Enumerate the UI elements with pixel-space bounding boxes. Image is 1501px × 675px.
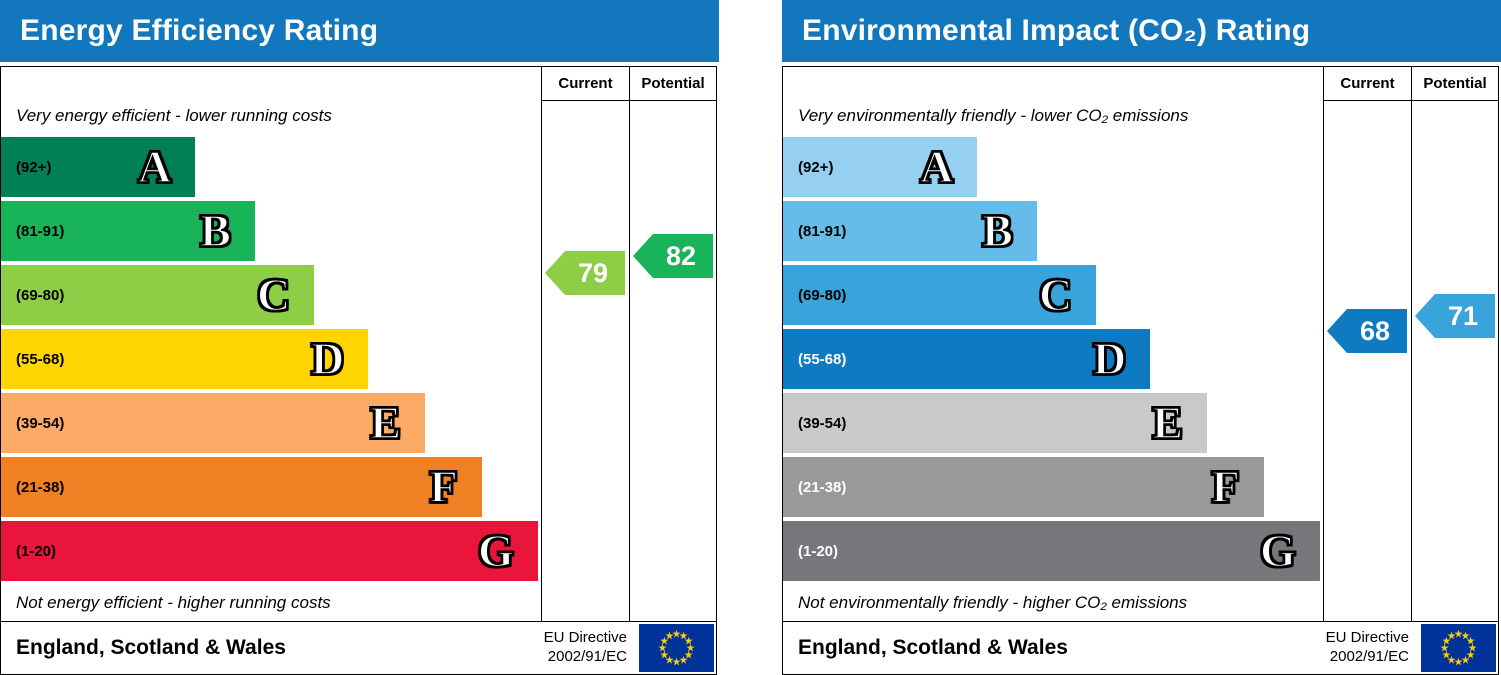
potential-rating-arrow: 71 bbox=[1415, 294, 1495, 338]
band-letter: G bbox=[477, 524, 514, 577]
band-bar-f: (21-38) F bbox=[783, 457, 1264, 517]
band-row-c: (69-80) C bbox=[783, 265, 1323, 329]
band-bar-e: (39-54) E bbox=[1, 393, 425, 453]
eu-flag-icon bbox=[639, 624, 714, 672]
rating-bands: (92+) A (81-91) B (69-80) C bbox=[1, 137, 541, 585]
band-row-c: (69-80) C bbox=[1, 265, 541, 329]
band-range-label: (39-54) bbox=[798, 414, 847, 432]
band-letter: E bbox=[369, 396, 401, 449]
band-letter: A bbox=[919, 140, 954, 193]
eu-directive-label: EU Directive 2002/91/EC bbox=[544, 629, 627, 667]
energy-efficiency-chart: Energy Efficiency Rating Current Potenti… bbox=[0, 0, 719, 675]
band-bar-b: (81-91) B bbox=[783, 201, 1037, 261]
band-row-a: (92+) A bbox=[1, 137, 541, 201]
band-range-label: (81-91) bbox=[16, 222, 65, 240]
band-range-label: (21-38) bbox=[798, 478, 847, 496]
region-label: England, Scotland & Wales bbox=[16, 636, 286, 659]
band-row-d: (55-68) D bbox=[783, 329, 1323, 393]
band-row-e: (39-54) E bbox=[1, 393, 541, 457]
band-range-label: (1-20) bbox=[798, 542, 839, 560]
eu-flag-icon bbox=[1421, 624, 1496, 672]
energy-efficiency-table: Current Potential Very energy efficient … bbox=[0, 66, 717, 622]
top-caption: Very energy efficient - lower running co… bbox=[16, 106, 332, 125]
band-row-e: (39-54) E bbox=[783, 393, 1323, 457]
band-bar-f: (21-38) F bbox=[1, 457, 482, 517]
chart-footer: England, Scotland & Wales EU Directive 2… bbox=[782, 621, 1499, 675]
band-bar-d: (55-68) D bbox=[783, 329, 1151, 389]
potential-rating-value: 82 bbox=[665, 240, 697, 271]
band-range-label: (39-54) bbox=[16, 414, 65, 432]
band-row-g: (1-20) G bbox=[1, 521, 541, 585]
band-range-label: (69-80) bbox=[798, 286, 847, 304]
band-letter: B bbox=[981, 204, 1013, 257]
band-bar-a: (92+) A bbox=[783, 137, 978, 197]
eu-directive-line2: 2002/91/EC bbox=[1329, 648, 1409, 665]
band-range-label: (1-20) bbox=[16, 542, 57, 560]
band-letter: F bbox=[429, 460, 459, 513]
top-caption: Very environmentally friendly - lower CO… bbox=[798, 106, 1189, 125]
eu-directive-label: EU Directive 2002/91/EC bbox=[1326, 629, 1409, 667]
potential-column-header: Potential bbox=[630, 67, 716, 101]
band-bar-c: (69-80) C bbox=[783, 265, 1097, 325]
band-bar-e: (39-54) E bbox=[783, 393, 1207, 453]
band-letter: D bbox=[310, 332, 345, 385]
band-letter: E bbox=[1151, 396, 1183, 449]
column-divider bbox=[1411, 67, 1412, 621]
current-column-header: Current bbox=[542, 67, 629, 101]
band-row-b: (81-91) B bbox=[783, 201, 1323, 265]
band-letter: G bbox=[1259, 524, 1296, 577]
band-range-label: (92+) bbox=[16, 158, 52, 176]
band-row-b: (81-91) B bbox=[1, 201, 541, 265]
band-range-label: (92+) bbox=[798, 158, 834, 176]
environmental-impact-title: Environmental Impact (CO₂) Rating bbox=[782, 0, 1501, 62]
potential-rating-arrow: 82 bbox=[633, 234, 713, 278]
bottom-caption: Not energy efficient - higher running co… bbox=[16, 593, 331, 612]
band-letter: A bbox=[137, 140, 172, 193]
band-letter: F bbox=[1211, 460, 1241, 513]
potential-column-header: Potential bbox=[1412, 67, 1498, 101]
column-divider bbox=[629, 67, 630, 621]
chart-footer: England, Scotland & Wales EU Directive 2… bbox=[0, 621, 717, 675]
column-divider bbox=[1323, 67, 1324, 621]
band-bar-d: (55-68) D bbox=[1, 329, 369, 389]
band-row-g: (1-20) G bbox=[783, 521, 1323, 585]
band-row-d: (55-68) D bbox=[1, 329, 541, 393]
band-bar-c: (69-80) C bbox=[1, 265, 315, 325]
band-range-label: (21-38) bbox=[16, 478, 65, 496]
band-letter: C bbox=[256, 268, 291, 321]
band-bar-g: (1-20) G bbox=[1, 521, 538, 581]
environmental-impact-chart: Environmental Impact (CO₂) Rating Curren… bbox=[782, 0, 1501, 675]
potential-rating-value: 71 bbox=[1447, 300, 1479, 331]
band-row-f: (21-38) F bbox=[1, 457, 541, 521]
current-rating-value: 68 bbox=[1359, 315, 1391, 346]
band-range-label: (81-91) bbox=[798, 222, 847, 240]
band-range-label: (69-80) bbox=[16, 286, 65, 304]
column-divider bbox=[541, 67, 542, 621]
band-letter: B bbox=[199, 204, 231, 257]
rating-bands: (92+) A (81-91) B (69-80) C bbox=[783, 137, 1323, 585]
eu-directive-line1: EU Directive bbox=[1325, 629, 1409, 647]
band-row-f: (21-38) F bbox=[783, 457, 1323, 521]
current-rating-value: 79 bbox=[577, 257, 609, 288]
band-row-a: (92+) A bbox=[783, 137, 1323, 201]
current-rating-arrow: 79 bbox=[545, 251, 625, 295]
environmental-impact-table: Current Potential Very environmentally f… bbox=[782, 66, 1499, 622]
band-letter: C bbox=[1038, 268, 1073, 321]
energy-efficiency-title: Energy Efficiency Rating bbox=[0, 0, 719, 62]
band-bar-b: (81-91) B bbox=[1, 201, 255, 261]
bottom-caption: Not environmentally friendly - higher CO… bbox=[798, 593, 1188, 612]
eu-directive-line1: EU Directive bbox=[543, 629, 627, 647]
band-bar-g: (1-20) G bbox=[783, 521, 1320, 581]
band-range-label: (55-68) bbox=[798, 350, 847, 368]
current-column-header: Current bbox=[1324, 67, 1411, 101]
region-label: England, Scotland & Wales bbox=[798, 636, 1068, 659]
band-bar-a: (92+) A bbox=[1, 137, 196, 197]
band-range-label: (55-68) bbox=[16, 350, 65, 368]
band-letter: D bbox=[1092, 332, 1127, 385]
current-rating-arrow: 68 bbox=[1327, 309, 1407, 353]
eu-directive-line2: 2002/91/EC bbox=[547, 648, 627, 665]
